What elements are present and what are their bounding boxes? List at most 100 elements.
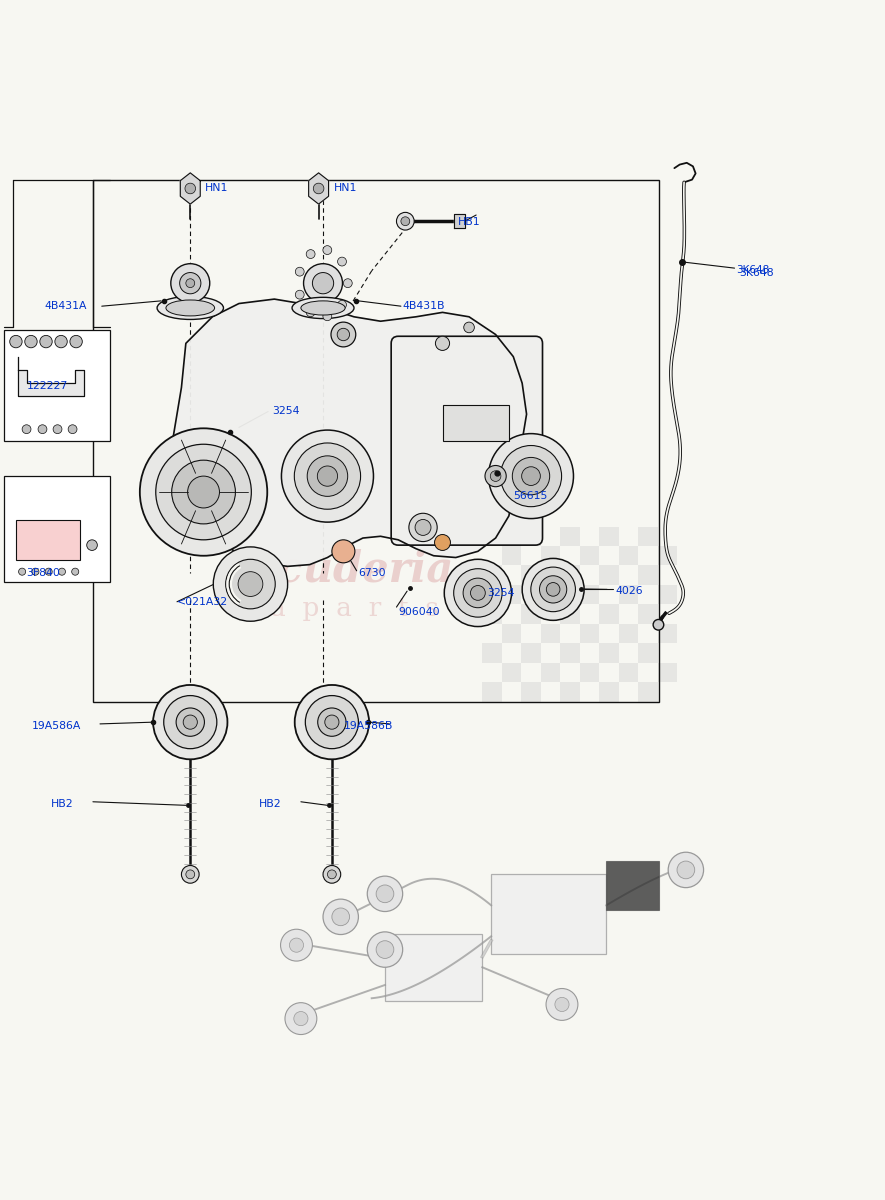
Bar — [541, 584, 560, 605]
Text: HB2: HB2 — [259, 798, 282, 809]
Circle shape — [409, 514, 437, 541]
Bar — [606, 862, 659, 910]
Bar — [502, 584, 521, 605]
Bar — [385, 934, 482, 1001]
Circle shape — [415, 520, 431, 535]
Circle shape — [489, 433, 573, 518]
Circle shape — [343, 278, 352, 288]
Polygon shape — [309, 173, 328, 204]
Circle shape — [313, 184, 324, 193]
Circle shape — [296, 290, 304, 299]
Text: a  p  a  r  t  s: a p a r t s — [270, 596, 438, 622]
Text: 19A586A: 19A586A — [32, 721, 81, 731]
Circle shape — [10, 335, 22, 348]
Bar — [93, 180, 659, 702]
Circle shape — [323, 865, 341, 883]
Bar — [482, 565, 502, 584]
Bar — [638, 605, 658, 624]
Text: 906040: 906040 — [398, 606, 440, 617]
Text: <021A32: <021A32 — [177, 596, 228, 607]
Text: HB1: HB1 — [458, 217, 481, 227]
Bar — [541, 624, 560, 643]
Circle shape — [181, 865, 199, 883]
Circle shape — [337, 329, 350, 341]
Circle shape — [332, 908, 350, 925]
Circle shape — [396, 212, 414, 230]
Circle shape — [522, 558, 584, 620]
Circle shape — [367, 932, 403, 967]
Circle shape — [87, 540, 97, 551]
Circle shape — [318, 466, 337, 486]
Circle shape — [140, 428, 267, 556]
Bar — [16, 521, 80, 560]
Circle shape — [213, 547, 288, 622]
Circle shape — [305, 696, 358, 749]
Bar — [541, 662, 560, 683]
Circle shape — [325, 715, 339, 730]
Bar — [619, 584, 638, 605]
Circle shape — [55, 335, 67, 348]
Ellipse shape — [301, 301, 345, 316]
Text: 3254: 3254 — [487, 588, 514, 598]
Bar — [619, 546, 638, 565]
Circle shape — [444, 559, 512, 626]
Bar — [482, 683, 502, 702]
Circle shape — [226, 559, 275, 608]
Circle shape — [295, 443, 360, 509]
Circle shape — [500, 445, 562, 506]
Circle shape — [70, 335, 82, 348]
Bar — [560, 565, 580, 584]
Circle shape — [323, 312, 332, 320]
Circle shape — [164, 696, 217, 749]
Text: HN1: HN1 — [334, 184, 357, 193]
Text: 3F840: 3F840 — [27, 568, 60, 577]
Circle shape — [337, 257, 346, 266]
Bar — [580, 584, 599, 605]
Circle shape — [306, 250, 315, 258]
Bar — [502, 546, 521, 565]
Bar — [619, 662, 638, 683]
Circle shape — [332, 540, 355, 563]
Circle shape — [281, 430, 373, 522]
Circle shape — [176, 708, 204, 737]
Circle shape — [296, 268, 304, 276]
Bar — [580, 662, 599, 683]
Circle shape — [171, 264, 210, 302]
Bar — [521, 683, 541, 702]
FancyBboxPatch shape — [391, 336, 543, 545]
Circle shape — [323, 899, 358, 935]
Circle shape — [238, 571, 263, 596]
Circle shape — [435, 534, 450, 551]
Circle shape — [38, 425, 47, 433]
Bar — [658, 624, 677, 643]
Circle shape — [337, 300, 346, 310]
Bar — [599, 643, 619, 662]
Circle shape — [376, 941, 394, 959]
Circle shape — [331, 322, 356, 347]
Circle shape — [153, 685, 227, 760]
Bar — [638, 643, 658, 662]
Circle shape — [454, 569, 502, 617]
Circle shape — [463, 578, 493, 607]
Circle shape — [58, 568, 65, 575]
Circle shape — [40, 335, 52, 348]
Circle shape — [19, 568, 26, 575]
Circle shape — [323, 246, 332, 254]
Circle shape — [72, 568, 79, 575]
Bar — [560, 527, 580, 546]
Text: 19A586B: 19A586B — [343, 721, 393, 731]
Text: HN1: HN1 — [205, 184, 228, 193]
Circle shape — [435, 336, 450, 350]
Bar — [541, 546, 560, 565]
Circle shape — [22, 425, 31, 433]
Bar — [482, 527, 502, 546]
Bar — [560, 683, 580, 702]
Circle shape — [32, 568, 39, 575]
Bar — [482, 605, 502, 624]
Circle shape — [306, 308, 315, 317]
Text: 3K648: 3K648 — [736, 265, 770, 275]
Circle shape — [186, 870, 195, 878]
Bar — [599, 683, 619, 702]
Circle shape — [25, 335, 37, 348]
Circle shape — [188, 476, 219, 508]
